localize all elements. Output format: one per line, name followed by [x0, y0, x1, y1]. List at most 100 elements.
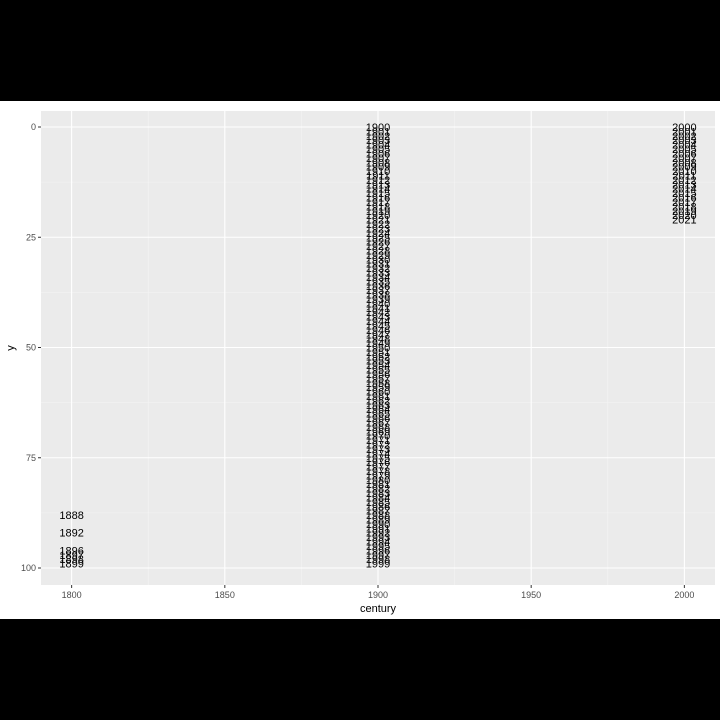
point-label: 1985 [366, 497, 390, 509]
point-label: 1918 [366, 201, 390, 213]
point-label: 1904 [366, 140, 390, 152]
point-label: 1987 [366, 506, 390, 518]
point-label: 1951 [366, 347, 390, 359]
point-label: 1921 [366, 215, 390, 227]
point-label: 1898 [59, 554, 83, 566]
point-label: 1971 [366, 435, 390, 447]
point-label: 1981 [366, 479, 390, 491]
point-label: 1892 [59, 528, 83, 540]
x-tick-label: 1800 [62, 590, 82, 600]
point-label: 1888 [59, 510, 83, 522]
point-label: 1999 [366, 559, 390, 571]
point-label: 1954 [366, 360, 390, 372]
point-label: 1901 [366, 126, 390, 138]
point-label: 1952 [366, 351, 390, 363]
chart: 1888189218961897189818991900190119021903… [5, 111, 715, 615]
point-label: 1896 [59, 545, 83, 557]
point-label: 1973 [366, 444, 390, 456]
point-label: 1906 [366, 148, 390, 160]
point-label: 2002 [672, 131, 696, 143]
point-label: 1964 [366, 404, 390, 416]
point-label: 2013 [672, 179, 696, 191]
point-label: 1995 [366, 541, 390, 553]
point-label: 1911 [366, 171, 390, 183]
point-label: 1931 [366, 259, 390, 271]
point-label: 1910 [366, 166, 390, 178]
point-label: 1988 [366, 510, 390, 522]
point-label: 1962 [366, 395, 390, 407]
point-label: 2011 [673, 171, 697, 183]
point-label: 2020 [672, 210, 696, 222]
point-label: 1974 [366, 448, 390, 460]
point-label: 1915 [366, 188, 390, 200]
point-label: 1909 [366, 162, 390, 174]
x-axis-title: century [360, 603, 397, 615]
point-label: 2000 [672, 122, 696, 134]
point-label: 1998 [366, 554, 390, 566]
point-label: 1982 [366, 484, 390, 496]
point-label: 1955 [366, 365, 390, 377]
x-axis: 1800 1850 1900 1950 2000 [62, 585, 694, 600]
point-label: 1997 [366, 550, 390, 562]
point-label: 1993 [366, 532, 390, 544]
y-tick-label: 100 [21, 563, 36, 573]
point-label: 1990 [366, 519, 390, 531]
point-label: 1920 [366, 210, 390, 222]
point-label: 1905 [366, 144, 390, 156]
point-label: 1942 [366, 307, 390, 319]
point-label: 2018 [672, 201, 696, 213]
point-label: 1950 [366, 343, 390, 355]
point-label: 1914 [366, 184, 390, 196]
point-label: 1994 [366, 537, 390, 549]
point-label: 1928 [366, 245, 390, 257]
point-label: 1899 [59, 559, 83, 571]
point-label: 1970 [366, 431, 390, 443]
point-label: 1968 [366, 422, 390, 434]
point-label: 1941 [366, 303, 390, 315]
point-label: 1996 [366, 545, 390, 557]
point-label: 1922 [366, 219, 390, 231]
point-label: 1923 [366, 223, 390, 235]
point-label: 1930 [366, 254, 390, 266]
point-label: 1984 [366, 492, 390, 504]
point-label: 2004 [672, 140, 696, 152]
point-label: 1978 [366, 466, 390, 478]
point-label: 1949 [366, 338, 390, 350]
point-label: 1908 [366, 157, 390, 169]
point-label: 1948 [366, 334, 390, 346]
point-label: 1965 [366, 409, 390, 421]
point-label: 1913 [366, 179, 390, 191]
point-label: 1917 [366, 197, 390, 209]
point-label: 1966 [366, 413, 390, 425]
y-axis-title: y [5, 345, 17, 351]
plot-frame: 1888 1892 1896 1897 1898 1899 1900 1901 1902 1903… [0, 101, 720, 619]
x-tick-label: 1900 [368, 590, 388, 600]
y-tick-label: 50 [26, 343, 36, 353]
point-label: 1939 [366, 294, 390, 306]
y-axis: 0 25 50 75 100 [21, 122, 41, 573]
point-label: 1947 [366, 329, 390, 341]
point-label: 1924 [366, 228, 390, 240]
point-label: 2014 [672, 184, 696, 196]
x-tick-label: 1850 [215, 590, 235, 600]
point-label: 1969 [366, 426, 390, 438]
point-label: 1992 [366, 528, 390, 540]
y-tick-label: 0 [31, 122, 36, 132]
point-label: 1938 [366, 290, 390, 302]
point-label: 1943 [366, 312, 390, 324]
point-label: 1960 [366, 387, 390, 399]
point-label: 1916 [366, 193, 390, 205]
point-label: 1900 [366, 122, 390, 134]
point-label: 1975 [366, 453, 390, 465]
point-label: 2016 [672, 193, 696, 205]
point-label: 1903 [366, 135, 390, 147]
point-label: 1944 [366, 316, 390, 328]
point-label: 1933 [366, 268, 390, 280]
grid-major [41, 111, 715, 585]
point-label: 1977 [366, 462, 390, 474]
point-label: 2010 [672, 166, 696, 178]
point-label: 2003 [672, 135, 696, 147]
point-label: 1919 [366, 206, 390, 218]
point-label: 1989 [366, 514, 390, 526]
